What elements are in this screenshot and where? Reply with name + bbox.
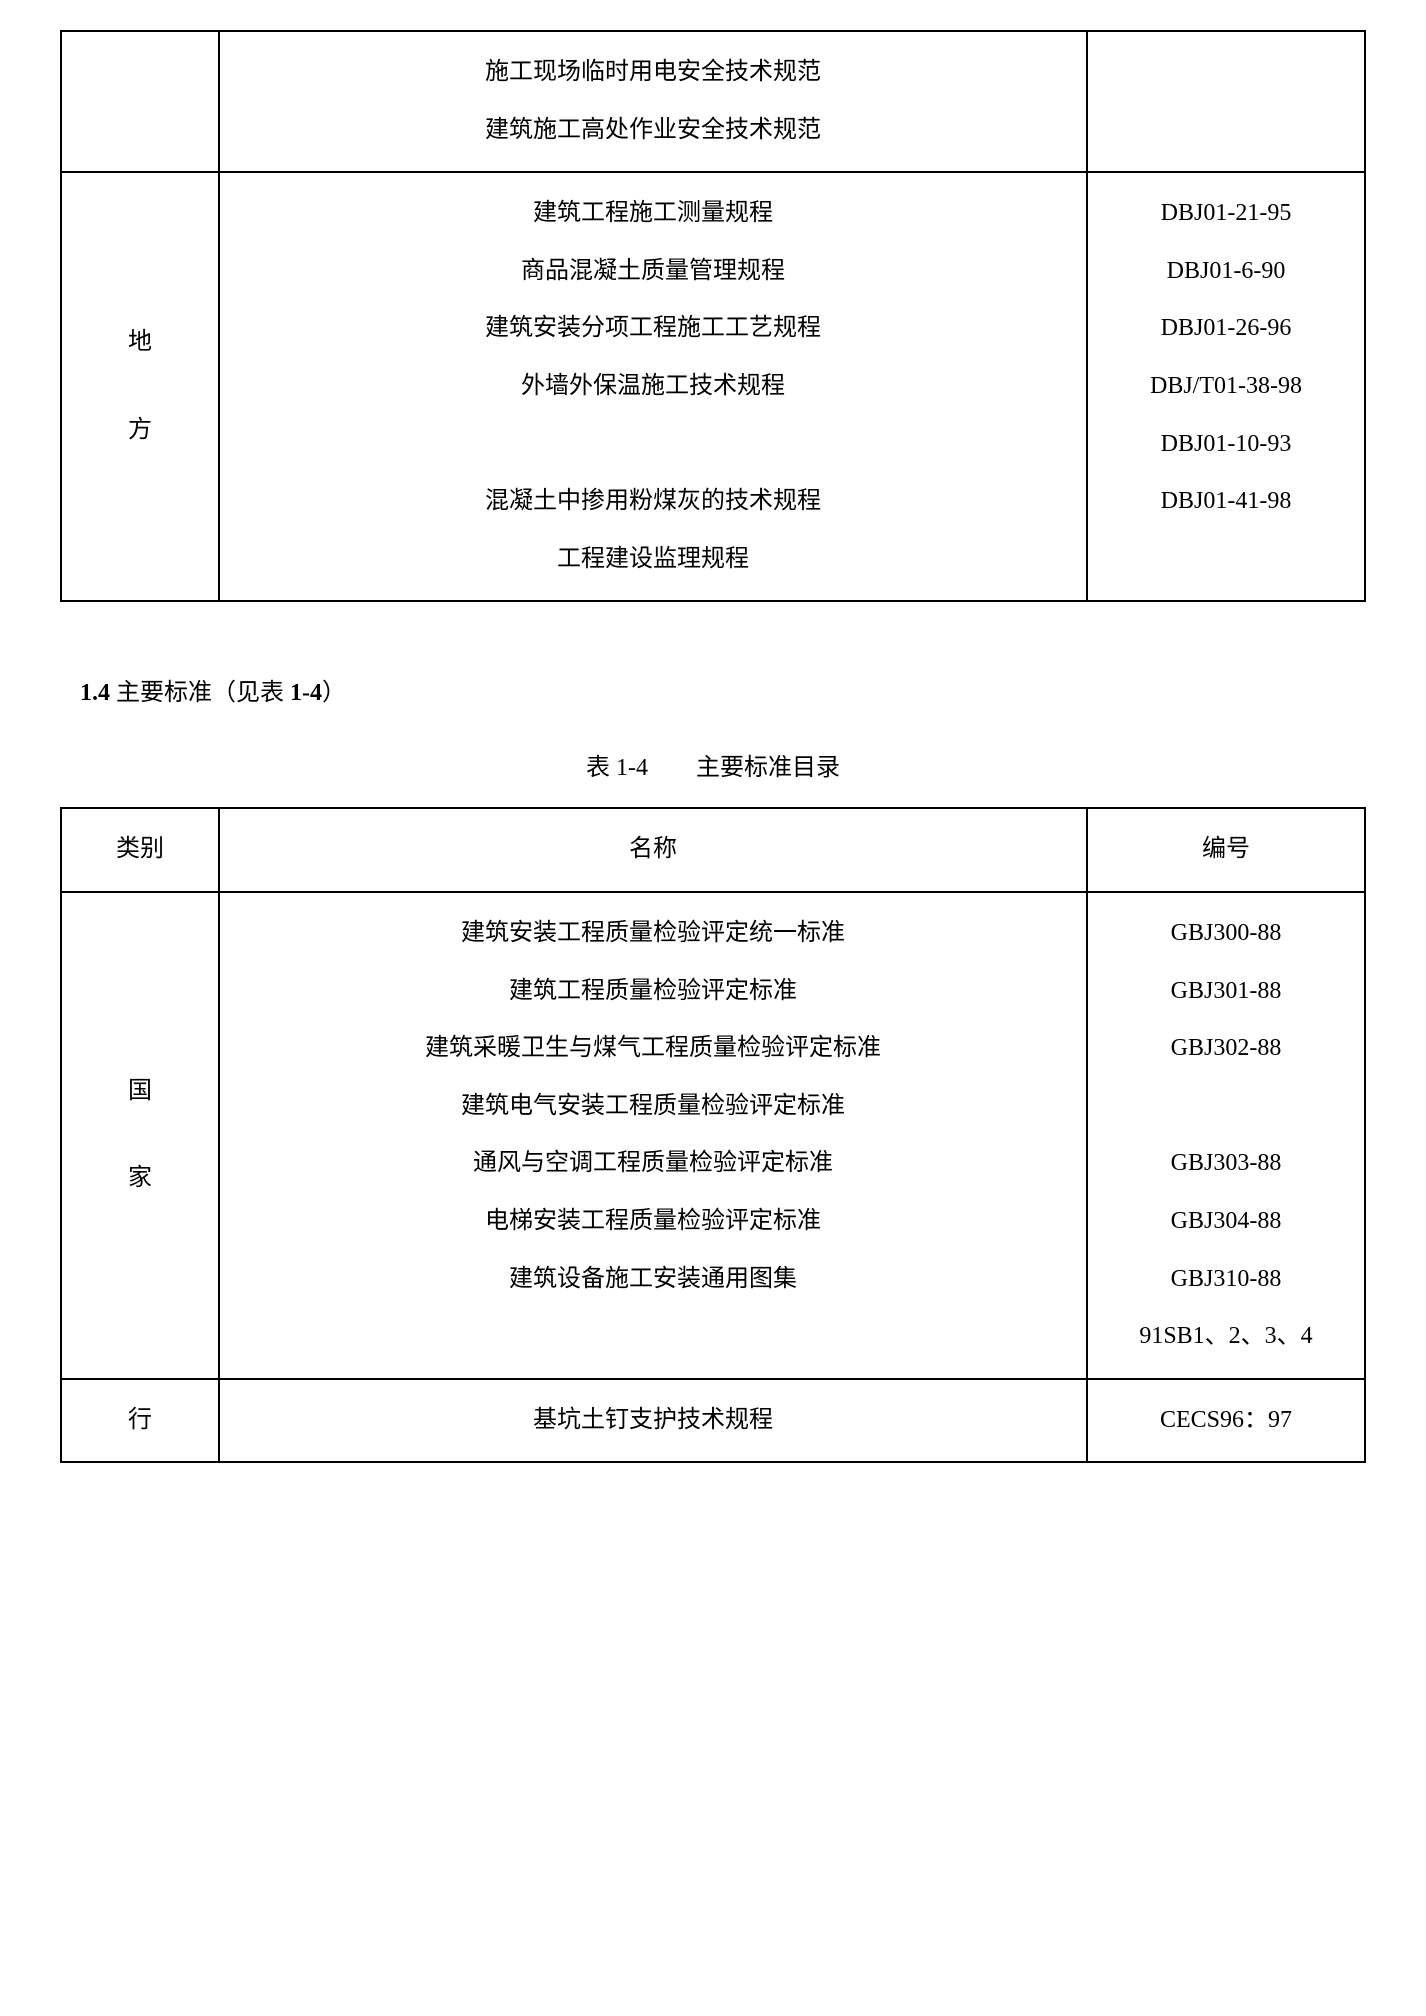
- code-item: DBJ01-41-98: [1096, 473, 1356, 531]
- name-item: 商品混凝土质量管理规程: [228, 243, 1078, 301]
- code-item: DBJ01-10-93: [1096, 416, 1356, 474]
- section-text: 主要标准（见表: [110, 680, 290, 706]
- header-name: 名称: [219, 808, 1087, 892]
- category-cell: [61, 31, 219, 172]
- category-char: 地: [70, 314, 210, 372]
- code-item: GBJ301-88: [1096, 963, 1356, 1021]
- code-cell: GBJ300-88 GBJ301-88 GBJ302-88 GBJ303-88 …: [1087, 892, 1365, 1379]
- code-item: CECS96：97: [1096, 1392, 1356, 1450]
- category-cell: 国 家: [61, 892, 219, 1379]
- name-item: 建筑工程质量检验评定标准: [228, 963, 1078, 1021]
- code-item: DBJ/T01-38-98: [1096, 358, 1356, 416]
- name-item: 混凝土中掺用粉煤灰的技术规程: [228, 473, 1078, 531]
- category-cell: 行: [61, 1379, 219, 1463]
- name-item: 建筑安装工程质量检验评定统一标准: [228, 905, 1078, 963]
- code-item: GBJ302-88: [1096, 1020, 1356, 1078]
- header-category: 类别: [61, 808, 219, 892]
- name-item: 建筑采暖卫生与煤气工程质量检验评定标准: [228, 1020, 1078, 1078]
- name-cell: 施工现场临时用电安全技术规范 建筑施工高处作业安全技术规范: [219, 31, 1087, 172]
- name-item: 工程建设监理规程: [228, 531, 1078, 589]
- table-2: 类别 名称 编号 国 家 建筑安装工程质量检验评定统一标准 建筑工程质量检验评定…: [60, 807, 1366, 1463]
- category-char: 家: [70, 1150, 210, 1208]
- section-text: ）: [322, 680, 346, 706]
- name-item: [228, 416, 1078, 474]
- section-ref: 1-4: [290, 680, 322, 706]
- table-header-row: 类别 名称 编号: [61, 808, 1365, 892]
- name-item: 建筑施工高处作业安全技术规范: [228, 102, 1078, 160]
- category-char: 方: [70, 402, 210, 460]
- table-row: 地 方 建筑工程施工测量规程 商品混凝土质量管理规程 建筑安装分项工程施工工艺规…: [61, 172, 1365, 601]
- table-row: 行 基坑土钉支护技术规程 CECS96：97: [61, 1379, 1365, 1463]
- code-item: DBJ01-26-96: [1096, 300, 1356, 358]
- code-item: GBJ303-88: [1096, 1135, 1356, 1193]
- category-char: 国: [70, 1063, 210, 1121]
- code-item: GBJ300-88: [1096, 905, 1356, 963]
- table-caption: 表 1-4 主要标准目录: [60, 747, 1366, 782]
- name-item: 建筑设备施工安装通用图集: [228, 1251, 1078, 1309]
- name-item: 建筑工程施工测量规程: [228, 185, 1078, 243]
- table-row: 国 家 建筑安装工程质量检验评定统一标准 建筑工程质量检验评定标准 建筑采暖卫生…: [61, 892, 1365, 1379]
- code-item: GBJ310-88: [1096, 1251, 1356, 1309]
- name-item: 建筑电气安装工程质量检验评定标准: [228, 1078, 1078, 1136]
- name-cell: 基坑土钉支护技术规程: [219, 1379, 1087, 1463]
- name-item: 建筑安装分项工程施工工艺规程: [228, 300, 1078, 358]
- name-item: 通风与空调工程质量检验评定标准: [228, 1135, 1078, 1193]
- name-item: 施工现场临时用电安全技术规范: [228, 44, 1078, 102]
- code-item: DBJ01-21-95: [1096, 185, 1356, 243]
- name-cell: 建筑工程施工测量规程 商品混凝土质量管理规程 建筑安装分项工程施工工艺规程 外墙…: [219, 172, 1087, 601]
- table-1: 施工现场临时用电安全技术规范 建筑施工高处作业安全技术规范 地 方 建筑工程施工…: [60, 30, 1366, 602]
- name-cell: 建筑安装工程质量检验评定统一标准 建筑工程质量检验评定标准 建筑采暖卫生与煤气工…: [219, 892, 1087, 1379]
- code-cell: DBJ01-21-95 DBJ01-6-90 DBJ01-26-96 DBJ/T…: [1087, 172, 1365, 601]
- code-cell: CECS96：97: [1087, 1379, 1365, 1463]
- name-item: 电梯安装工程质量检验评定标准: [228, 1193, 1078, 1251]
- code-item: 91SB1、2、3、4: [1096, 1308, 1356, 1366]
- code-cell: [1087, 31, 1365, 172]
- code-item: GBJ304-88: [1096, 1193, 1356, 1251]
- section-heading: 1.4 主要标准（见表 1-4）: [80, 672, 1366, 707]
- code-item: [1096, 1078, 1356, 1136]
- section-number: 1.4: [80, 680, 110, 706]
- code-item: DBJ01-6-90: [1096, 243, 1356, 301]
- name-item: 基坑土钉支护技术规程: [228, 1392, 1078, 1450]
- table-row: 施工现场临时用电安全技术规范 建筑施工高处作业安全技术规范: [61, 31, 1365, 172]
- name-item: 外墙外保温施工技术规程: [228, 358, 1078, 416]
- header-code: 编号: [1087, 808, 1365, 892]
- category-cell: 地 方: [61, 172, 219, 601]
